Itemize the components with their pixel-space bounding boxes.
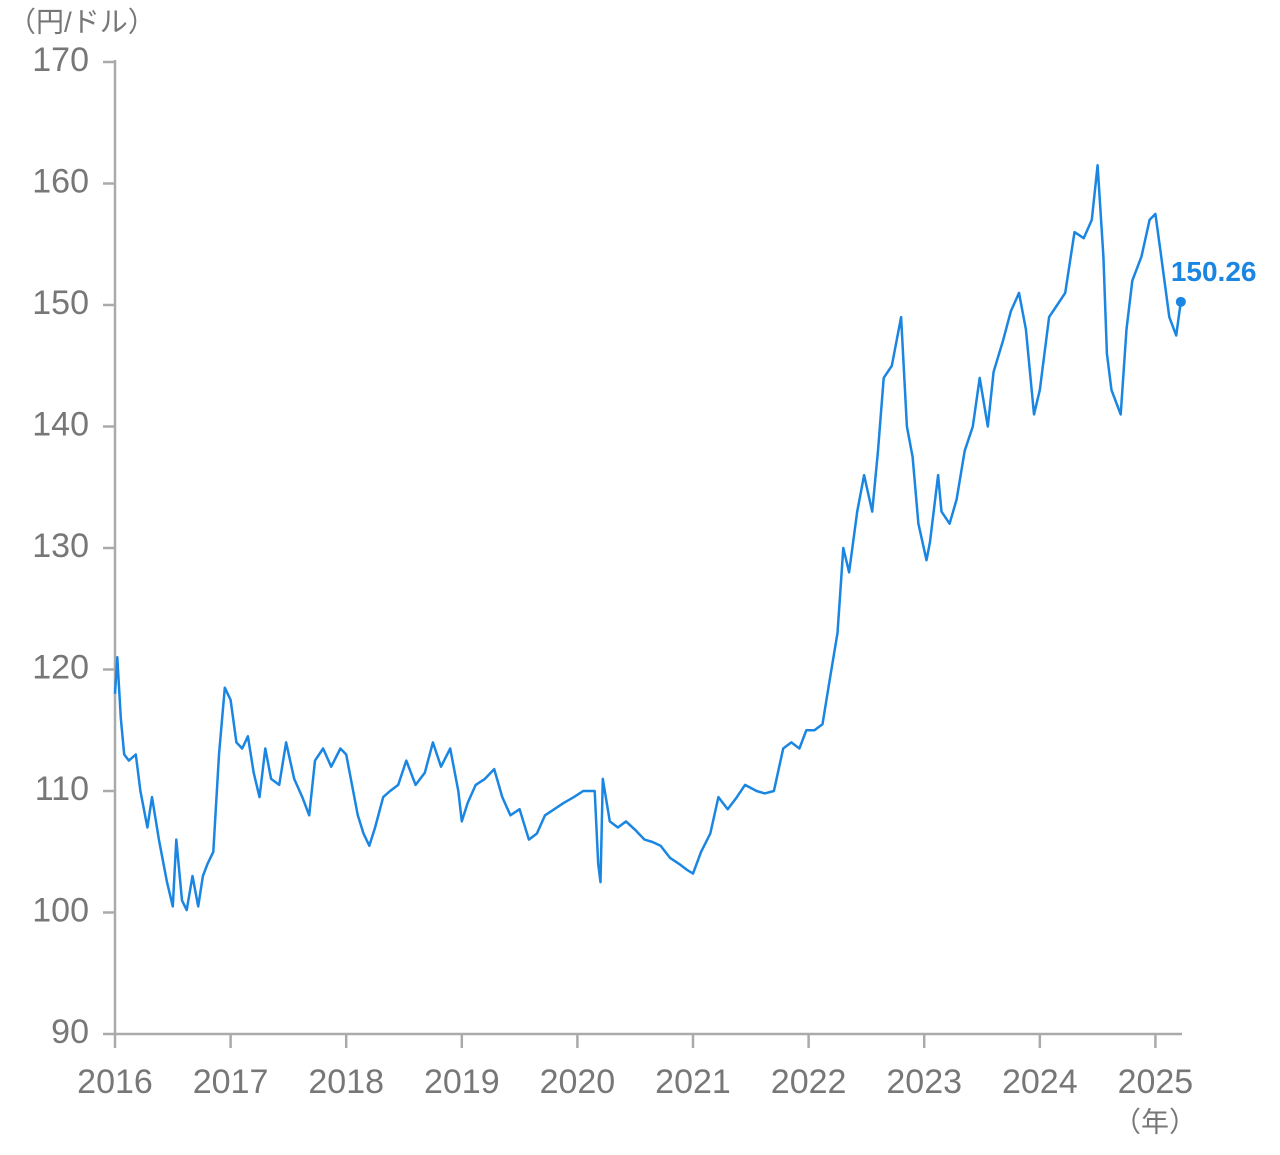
y-tick-label: 150 bbox=[32, 284, 89, 322]
y-tick-label: 110 bbox=[35, 770, 89, 808]
x-axis-label: （年） bbox=[1113, 1106, 1197, 1137]
x-tick-label: 2018 bbox=[308, 1063, 384, 1101]
x-tick-label: 2016 bbox=[77, 1063, 153, 1101]
x-tick-label: 2025 bbox=[1118, 1063, 1194, 1101]
y-axis-label: （円/ドル） bbox=[8, 6, 156, 37]
x-tick-label: 2017 bbox=[193, 1063, 269, 1101]
x-tick-label: 2019 bbox=[424, 1063, 500, 1101]
y-tick-label: 100 bbox=[32, 891, 89, 929]
line bbox=[113, 164, 1183, 912]
x-tick-label: 2024 bbox=[1002, 1063, 1078, 1101]
x-tick-label: 2020 bbox=[540, 1063, 616, 1101]
y-tick-label: 120 bbox=[32, 648, 89, 686]
end-point bbox=[1175, 296, 1186, 307]
x-tick-label: 2023 bbox=[886, 1063, 962, 1101]
x-tick-label: 2022 bbox=[771, 1063, 847, 1101]
y-tick-label: 140 bbox=[32, 405, 89, 443]
y-tick-label: 90 bbox=[51, 1013, 89, 1051]
x-tick-label: 2021 bbox=[655, 1063, 731, 1101]
y-tick-label: 160 bbox=[32, 162, 89, 200]
y-tick-label: 130 bbox=[32, 527, 89, 565]
y-tick-label: 170 bbox=[32, 41, 89, 79]
value-label: 150.26 bbox=[1171, 256, 1257, 287]
